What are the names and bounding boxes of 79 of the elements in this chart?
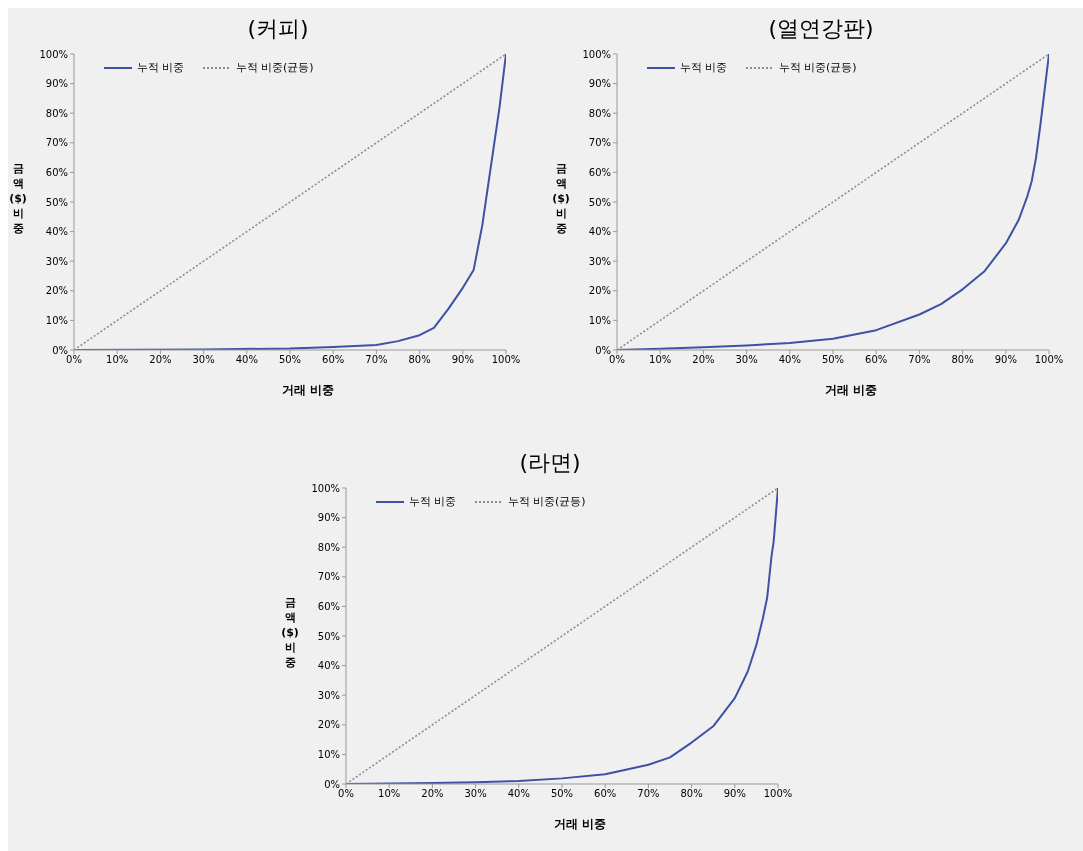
legend-label: 누적 비중(균등) — [507, 494, 586, 509]
y-tick-label: 40% — [588, 226, 611, 238]
y-tick-label: 90% — [45, 78, 68, 90]
y-tick-label: 90% — [317, 512, 340, 524]
x-tick-label: 40% — [235, 354, 258, 366]
x-tick-label: 30% — [735, 354, 758, 366]
legend-label: 누적 비중 — [137, 60, 185, 75]
x-tick-label: 100% — [491, 354, 521, 366]
y-tick-label: 60% — [317, 600, 340, 612]
x-tick-label: 70% — [908, 354, 931, 366]
y-axis-title: 금액 ($) 비중 — [281, 594, 299, 670]
x-axis-title: 거래 비중 — [280, 382, 336, 399]
y-axis-title: 금액 ($) 비중 — [552, 160, 570, 236]
legend-label: 누적 비중(균등) — [778, 60, 857, 75]
y-tick-label: 10% — [45, 314, 68, 326]
x-tick-label: 30% — [464, 788, 487, 800]
x-tick-label: 60% — [865, 354, 888, 366]
legend-label: 누적 비중 — [680, 60, 728, 75]
y-tick-label: 80% — [45, 107, 68, 119]
y-tick-label: 30% — [588, 255, 611, 267]
x-tick-label: 100% — [763, 788, 793, 800]
x-tick-label: 0% — [66, 354, 82, 366]
x-tick-label: 10% — [106, 354, 129, 366]
chart-title: (커피) — [246, 15, 310, 43]
y-tick-label: 100% — [39, 48, 68, 60]
y-tick-label: 50% — [588, 196, 611, 208]
x-axis-title: 거래 비중 — [552, 816, 608, 833]
y-tick-label: 20% — [45, 285, 68, 297]
y-tick-label: 30% — [317, 689, 340, 701]
y-tick-label: 0% — [52, 344, 68, 356]
x-tick-label: 100% — [1034, 354, 1064, 366]
y-tick-label: 50% — [45, 196, 68, 208]
y-tick-label: 10% — [588, 314, 611, 326]
x-tick-label: 80% — [951, 354, 974, 366]
x-tick-label: 50% — [821, 354, 845, 366]
y-tick-label: 60% — [588, 166, 611, 178]
x-tick-label: 20% — [149, 354, 172, 366]
y-tick-label: 10% — [317, 748, 340, 760]
x-tick-label: 40% — [507, 788, 530, 800]
chart-title: (열연강판) — [767, 15, 875, 43]
y-tick-label: 80% — [588, 107, 611, 119]
x-tick-label: 50% — [278, 354, 302, 366]
y-tick-label: 70% — [317, 571, 340, 583]
x-tick-label: 90% — [994, 354, 1017, 366]
y-tick-label: 40% — [317, 660, 340, 672]
legend-label: 누적 비중(균등) — [235, 60, 314, 75]
x-axis-title: 거래 비중 — [823, 382, 879, 399]
y-tick-label: 30% — [45, 255, 68, 267]
y-tick-label: 20% — [588, 285, 611, 297]
y-tick-label: 60% — [45, 166, 68, 178]
x-tick-label: 80% — [408, 354, 431, 366]
x-tick-label: 30% — [192, 354, 215, 366]
y-tick-label: 70% — [588, 137, 611, 149]
x-tick-label: 10% — [378, 788, 401, 800]
y-tick-label: 50% — [317, 630, 340, 642]
y-tick-label: 70% — [45, 137, 68, 149]
y-tick-label: 40% — [45, 226, 68, 238]
x-tick-label: 0% — [609, 354, 625, 366]
y-tick-label: 90% — [588, 78, 611, 90]
x-tick-label: 40% — [778, 354, 801, 366]
x-tick-label: 90% — [723, 788, 746, 800]
y-tick-label: 100% — [311, 482, 340, 494]
legend-label: 누적 비중 — [409, 494, 457, 509]
y-tick-label: 100% — [582, 48, 611, 60]
y-tick-label: 0% — [324, 778, 340, 790]
x-tick-label: 20% — [421, 788, 444, 800]
y-tick-label: 20% — [317, 719, 340, 731]
x-tick-label: 20% — [692, 354, 715, 366]
y-tick-label: 0% — [595, 344, 611, 356]
x-tick-label: 50% — [550, 788, 574, 800]
y-axis-title: 금액 ($) 비중 — [9, 160, 27, 236]
x-tick-label: 70% — [365, 354, 388, 366]
x-tick-label: 10% — [649, 354, 672, 366]
x-tick-label: 80% — [680, 788, 703, 800]
y-tick-label: 80% — [317, 541, 340, 553]
x-tick-label: 0% — [338, 788, 354, 800]
x-tick-label: 90% — [451, 354, 474, 366]
chart-title: (라면) — [518, 449, 582, 477]
x-tick-label: 70% — [637, 788, 660, 800]
